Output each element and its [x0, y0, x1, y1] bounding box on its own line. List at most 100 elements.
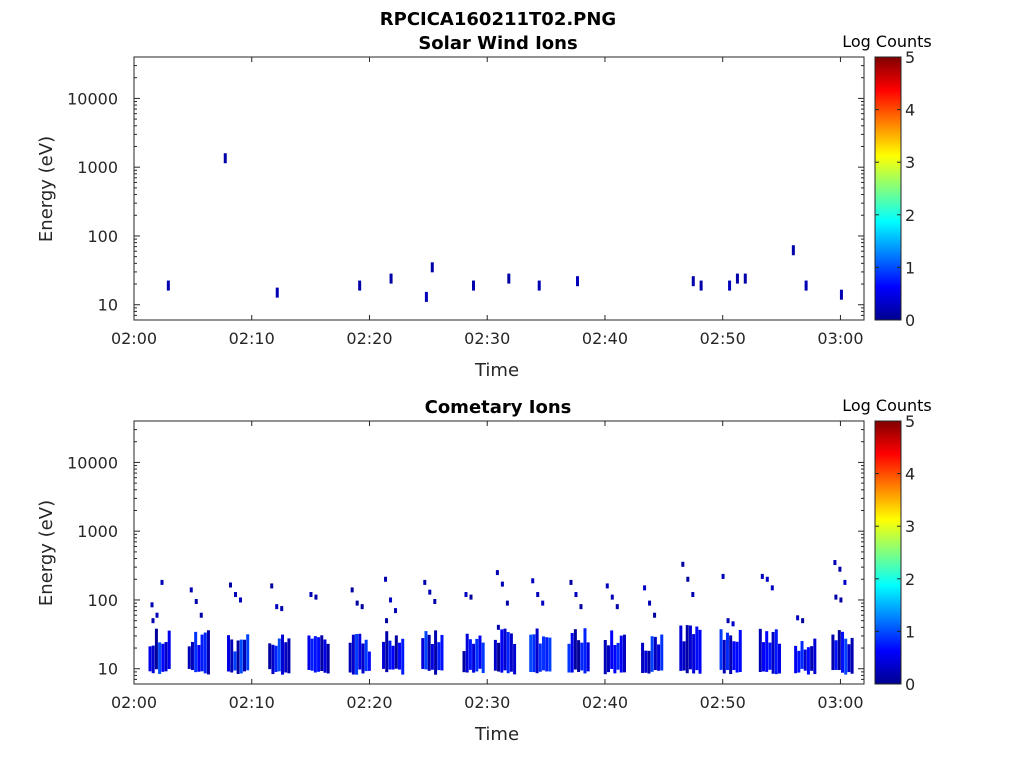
heatmap-cell: [797, 650, 801, 673]
heatmap-cell: [542, 636, 546, 671]
x-tick-label: 02:10: [229, 693, 275, 712]
heatmap-cell: [722, 639, 726, 674]
heatmap-cell: [577, 640, 581, 673]
heatmap-cell: [233, 651, 237, 671]
heatmap-cell: [277, 638, 281, 672]
heatmap-cell: [644, 650, 648, 673]
colorbar-tick-label: 0: [905, 675, 915, 694]
heatmap-cell: [531, 578, 535, 584]
heatmap-cell: [837, 630, 841, 671]
heatmap-cell: [760, 573, 764, 579]
heatmap-cell: [653, 636, 657, 671]
colorbar-tick-label: 3: [905, 517, 915, 536]
heatmap-cell: [653, 612, 657, 618]
heatmap-cell: [650, 636, 654, 672]
heatmap-cell: [843, 579, 847, 585]
heatmap-cell: [154, 628, 158, 670]
heatmap-cell: [434, 630, 438, 675]
heatmap-cell: [536, 592, 540, 598]
heatmap-cell: [721, 573, 725, 579]
heatmap-cell: [423, 579, 427, 585]
colorbar: [874, 56, 902, 321]
heatmap-cell: [569, 579, 573, 585]
x-tick-label: 02:30: [464, 693, 510, 712]
heatmap-cell: [160, 579, 164, 585]
heatmap-cell: [738, 629, 742, 673]
heatmap-cell: [497, 642, 501, 672]
heatmap-cell: [167, 630, 171, 670]
heatmap-cell: [428, 589, 432, 595]
heatmap-cell: [622, 634, 626, 673]
heatmap-cell: [850, 637, 854, 674]
heatmap-cell: [770, 585, 774, 591]
heatmap-cell: [268, 643, 272, 670]
heatmap-cell: [194, 631, 198, 673]
colorbar-tick-label: 1: [905, 258, 915, 277]
heatmap-cell: [726, 618, 730, 624]
heatmap-cell: [307, 635, 311, 670]
heatmap-cell: [688, 625, 692, 670]
heatmap-cell: [151, 618, 155, 624]
heatmap-cell: [813, 638, 817, 675]
heatmap-cell: [270, 583, 274, 589]
heatmap-cell: [771, 631, 775, 674]
heatmap-cell: [535, 628, 539, 674]
heatmap-cell: [388, 640, 392, 670]
heatmap-cell: [791, 245, 795, 256]
heatmap-cell: [206, 630, 210, 675]
heatmap-cell: [384, 576, 388, 582]
heatmap-cell: [731, 621, 735, 627]
heatmap-cell: [685, 625, 689, 674]
heatmap-cell: [567, 643, 571, 673]
heatmap-cell: [725, 632, 729, 670]
heatmap-cell: [158, 642, 162, 674]
heatmap-cell: [385, 631, 389, 673]
heatmap-cell: [421, 638, 425, 669]
y-ticks: 10 100 1000 10000: [67, 420, 864, 685]
heatmap-cell: [164, 641, 168, 672]
heatmap-cell: [735, 641, 739, 673]
y-tick-label: 100: [87, 591, 118, 610]
colorbar-tick-label: 4: [905, 101, 915, 120]
heatmap-cell: [358, 633, 362, 670]
heatmap-cell: [234, 592, 238, 598]
heatmap-cell: [660, 634, 664, 671]
colorbar-tick-label: 2: [905, 206, 915, 225]
heatmap-cell: [424, 631, 428, 670]
plot-frame: [133, 420, 865, 685]
heatmap-cell: [619, 635, 623, 673]
heatmap-cell: [529, 634, 533, 672]
x-tick-label: 02:10: [229, 329, 275, 348]
x-ticks: 02:00 02:10 02:20 02:30 02:40 02:50 03:00: [111, 421, 864, 712]
heatmap-cell: [800, 641, 804, 669]
heatmap-cell: [839, 597, 843, 603]
figure-title: RPCICA160211T02.PNG: [380, 9, 616, 30]
heatmap-cell: [679, 625, 683, 671]
x-ticks: 02:00 02:10 02:20 02:30 02:40 02:50 03:00: [111, 57, 864, 348]
y-axis-label: Energy (eV): [36, 136, 57, 242]
heatmap-cell: [326, 643, 330, 674]
heatmap-cell: [768, 642, 772, 670]
heatmap-cell: [469, 594, 473, 600]
heatmap-cell: [507, 273, 511, 284]
heatmap-cell: [758, 628, 762, 672]
heatmap-cell: [360, 604, 364, 610]
heatmap-cell: [323, 639, 327, 673]
heatmap-cell: [616, 642, 620, 670]
heatmap-cell: [580, 642, 584, 671]
heatmap-cell: [834, 594, 838, 600]
x-tick-label: 02:20: [346, 329, 392, 348]
heatmap-cell: [437, 642, 441, 671]
x-tick-label: 02:40: [582, 329, 628, 348]
heatmap-cell: [468, 639, 472, 670]
heatmap-cell: [190, 641, 194, 671]
heatmap-cell: [478, 635, 482, 669]
heatmap-cell: [610, 630, 614, 669]
heatmap-cell: [570, 632, 574, 673]
y-tick-label: 1000: [77, 522, 118, 541]
heatmap-cell: [151, 645, 155, 674]
heatmap-cell: [313, 636, 317, 673]
heatmap-cell: [351, 634, 355, 675]
heatmap-cell: [427, 634, 431, 671]
plot-frame: [133, 56, 865, 321]
